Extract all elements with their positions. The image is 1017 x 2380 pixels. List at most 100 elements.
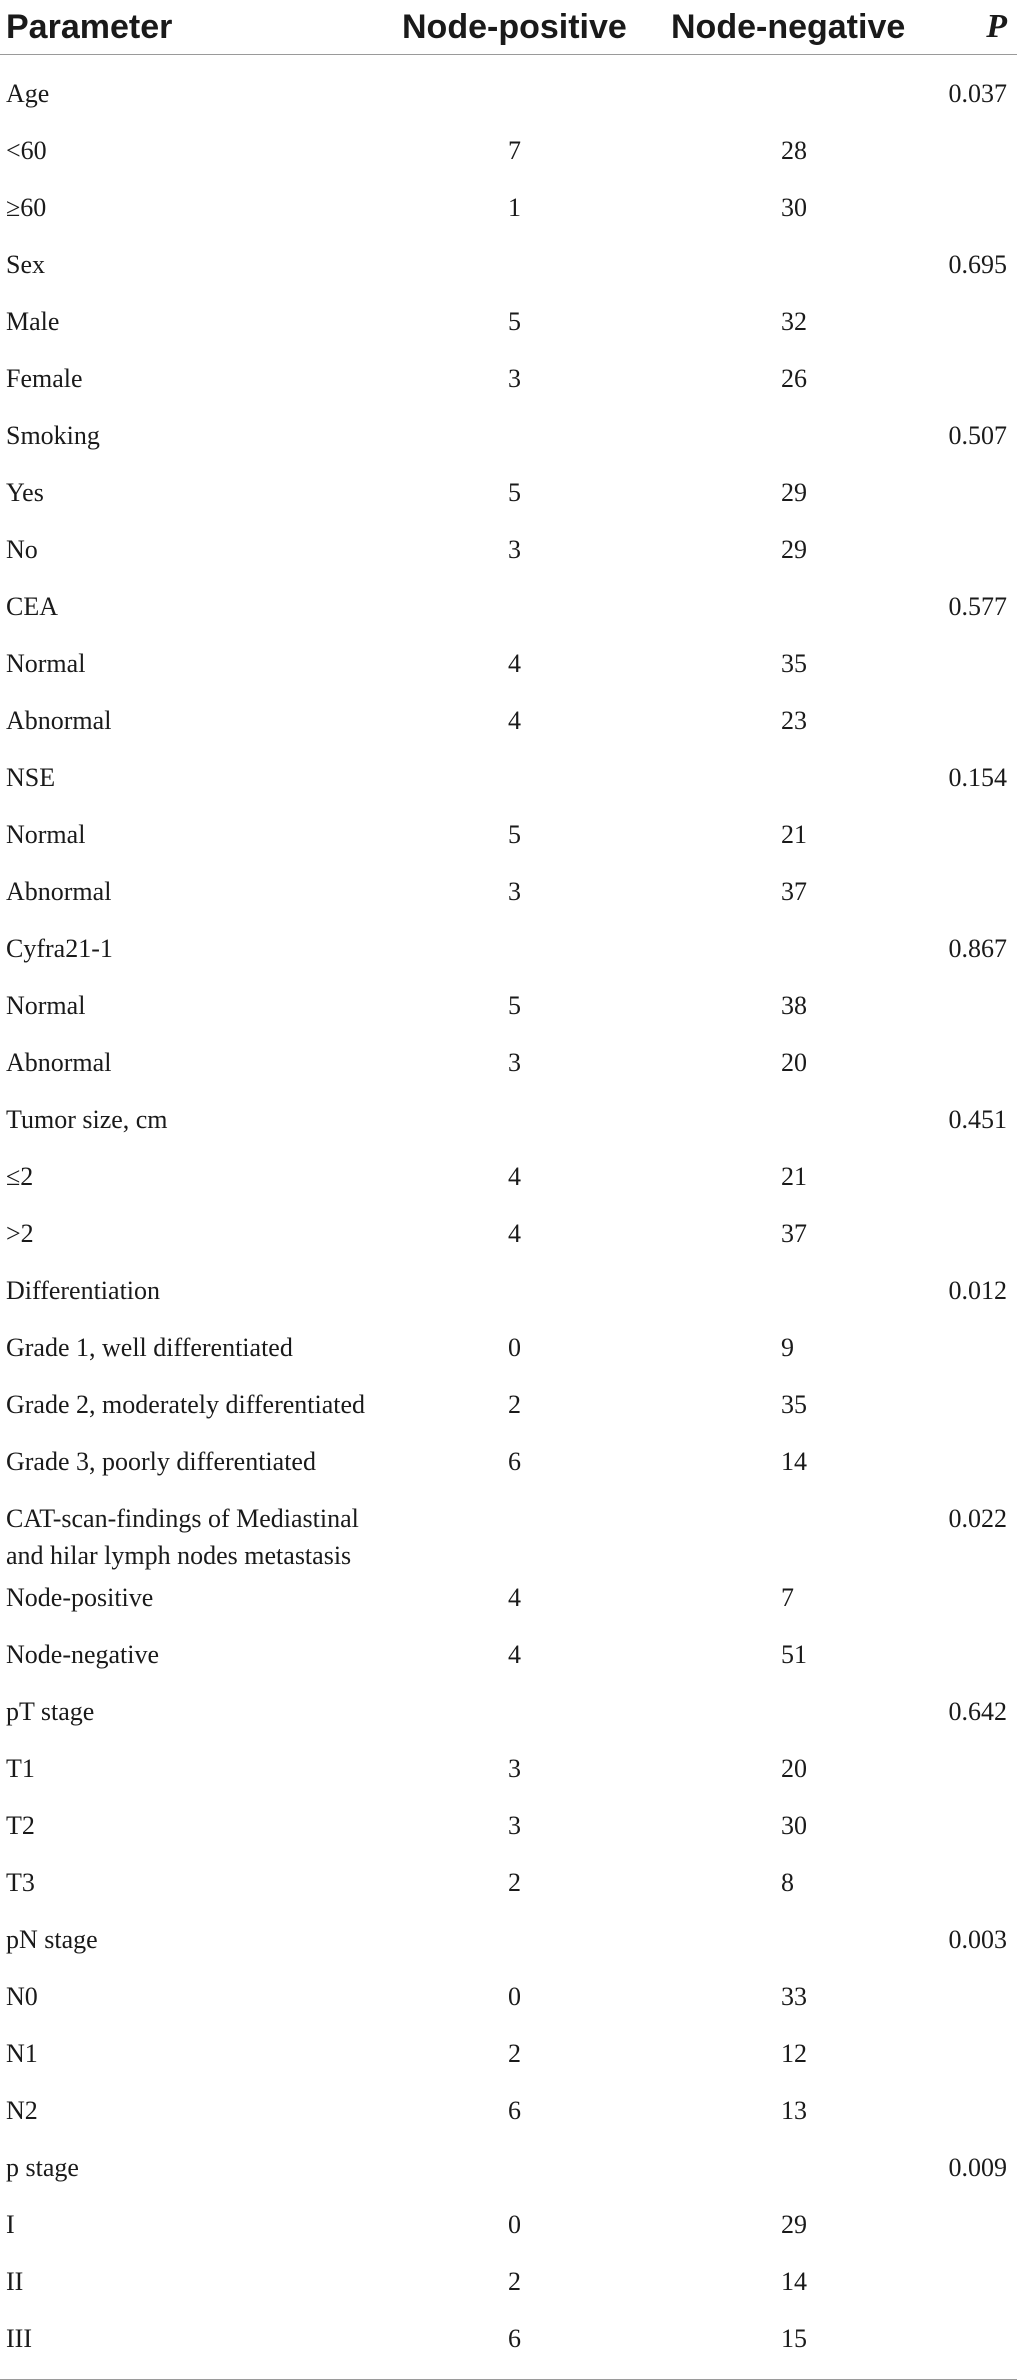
cell-node-positive: 7 <box>508 136 521 165</box>
cell-p-value: 0.451 <box>948 1105 1008 1134</box>
cell-node-positive: 0 <box>508 2210 521 2239</box>
cell-p-value: 0.022 <box>948 1504 1008 1533</box>
cell-node-negative: 7 <box>781 1583 794 1612</box>
table-row: Grade 2, moderately differentiated 2 35 <box>0 1381 1017 1438</box>
table-row: I 0 29 <box>0 2201 1017 2258</box>
cell-node-negative: 37 <box>781 1219 807 1248</box>
cell-p-value <box>913 1381 1017 1438</box>
cell-p-value <box>913 1802 1017 1859</box>
cell-parameter: N0 <box>6 1982 38 2011</box>
cell-node-negative <box>653 412 913 469</box>
cell-node-positive: 3 <box>508 535 521 564</box>
cell-parameter: >2 <box>6 1219 34 1248</box>
cell-node-negative: 29 <box>781 535 807 564</box>
cell-node-negative: 13 <box>781 2096 807 2125</box>
cell-parameter: Abnormal <box>6 877 112 906</box>
cell-p-value <box>913 697 1017 754</box>
cell-node-positive: 6 <box>508 2096 521 2125</box>
cell-parameter: Yes <box>6 478 44 507</box>
table-row: Abnormal 3 20 <box>0 1039 1017 1096</box>
table-row: Age 0.037 <box>0 70 1017 127</box>
table-row: Tumor size, cm 0.451 <box>0 1096 1017 1153</box>
cell-node-negative: 20 <box>781 1048 807 1077</box>
cell-node-positive: 0 <box>508 1333 521 1362</box>
cell-p-value <box>913 1973 1017 2030</box>
cell-node-negative: 8 <box>781 1868 794 1897</box>
cell-parameter: Node-positive <box>6 1583 154 1612</box>
table-row: N0 0 33 <box>0 1973 1017 2030</box>
table-row: Normal 5 21 <box>0 811 1017 868</box>
table-row: Cyfra21-1 0.867 <box>0 925 1017 982</box>
cell-parameter: II <box>6 2267 24 2296</box>
cell-parameter: ≤2 <box>6 1162 34 1191</box>
cell-parameter: Abnormal <box>6 1048 112 1077</box>
table-row: ≤2 4 21 <box>0 1153 1017 1210</box>
cell-node-positive: 4 <box>508 649 521 678</box>
cell-node-positive: 3 <box>508 877 521 906</box>
cell-parameter: Female <box>6 364 83 393</box>
cell-node-negative <box>653 1495 913 1574</box>
cell-node-positive: 4 <box>508 1583 521 1612</box>
cell-node-negative: 33 <box>781 1982 807 2011</box>
cell-parameter: Grade 3, poorly differentiated <box>6 1447 316 1476</box>
cell-node-positive: 4 <box>508 706 521 735</box>
cell-p-value: 0.003 <box>948 1925 1008 1954</box>
cell-parameter: I <box>6 2210 15 2239</box>
cell-parameter: No <box>6 535 38 564</box>
cell-node-negative: 37 <box>781 877 807 906</box>
table-row: NSE 0.154 <box>0 754 1017 811</box>
cell-node-positive: 5 <box>508 478 521 507</box>
cell-node-positive: 2 <box>508 1390 521 1419</box>
cell-node-positive: 5 <box>508 991 521 1020</box>
cell-node-negative <box>653 1096 913 1153</box>
table-row: pT stage 0.642 <box>0 1688 1017 1745</box>
cell-parameter: Differentiation <box>6 1276 161 1305</box>
cell-node-negative: 35 <box>781 1390 807 1419</box>
cell-node-negative: 20 <box>781 1754 807 1783</box>
table-row: Sex 0.695 <box>0 241 1017 298</box>
cell-node-positive: 5 <box>508 307 521 336</box>
cell-node-negative: 21 <box>781 1162 807 1191</box>
cell-p-value: 0.577 <box>948 592 1008 621</box>
table-row: Abnormal 3 37 <box>0 868 1017 925</box>
cell-node-positive: 5 <box>508 820 521 849</box>
cell-node-positive <box>380 583 653 640</box>
cell-node-positive: 1 <box>508 193 521 222</box>
cell-node-positive <box>380 412 653 469</box>
cell-p-value <box>913 1153 1017 1210</box>
table-row: Normal 4 35 <box>0 640 1017 697</box>
cell-node-negative: 14 <box>781 2267 807 2296</box>
cell-parameter: p stage <box>6 2153 79 2182</box>
cell-p-value: 0.642 <box>948 1697 1008 1726</box>
cell-parameter: Normal <box>6 820 86 849</box>
cell-p-value <box>913 2258 1017 2315</box>
cell-parameter: III <box>0 2315 380 2380</box>
table-row: ≥60 1 30 <box>0 184 1017 241</box>
cell-node-negative <box>653 70 913 127</box>
cell-p-value <box>913 2315 1017 2380</box>
cell-node-positive: 2 <box>508 2039 521 2068</box>
cell-p-value: 0.695 <box>948 250 1008 279</box>
header-row: Parameter Node-positive Node-negative P <box>0 0 1017 55</box>
table-row: p stage 0.009 <box>0 2144 1017 2201</box>
cell-parameter: <60 <box>6 136 47 165</box>
cell-p-value <box>913 298 1017 355</box>
cell-node-negative: 29 <box>781 478 807 507</box>
cell-parameter: Cyfra21-1 <box>6 934 113 963</box>
cell-parameter: Sex <box>6 250 45 279</box>
cell-parameter: CAT-scan-findings of Mediastinal and hil… <box>6 1504 359 1570</box>
table-row: pN stage 0.003 <box>0 1916 1017 1973</box>
table-row: N1 2 12 <box>0 2030 1017 2087</box>
header-spacer <box>0 55 1017 71</box>
cell-node-positive <box>380 2144 653 2201</box>
cell-node-negative <box>653 1267 913 1324</box>
cell-parameter: Normal <box>6 649 86 678</box>
cell-parameter: T3 <box>6 1868 35 1897</box>
cell-node-negative: 14 <box>781 1447 807 1476</box>
cell-p-value <box>913 1210 1017 1267</box>
header-node-negative: Node-negative <box>653 0 913 55</box>
cell-p-value: 0.867 <box>948 934 1008 963</box>
cell-parameter: pT stage <box>6 1697 95 1726</box>
cell-p-value: 0.009 <box>948 2153 1008 2182</box>
